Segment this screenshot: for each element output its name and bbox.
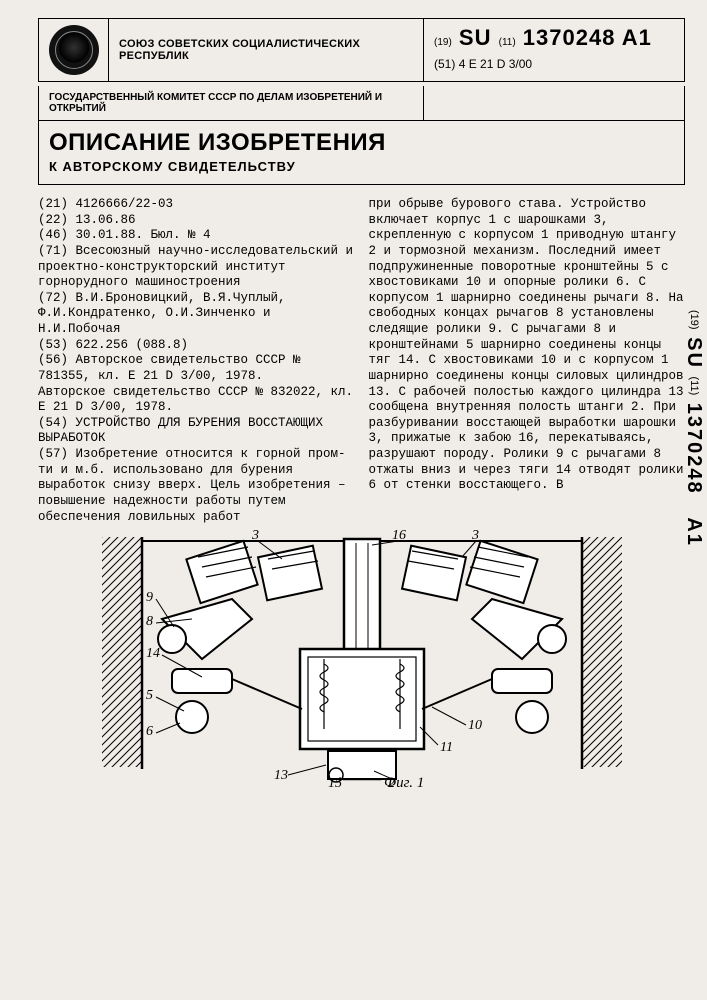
svg-text:3: 3 bbox=[471, 529, 479, 543]
doc-title: ОПИСАНИЕ ИЗОБРЕТЕНИЯ bbox=[49, 129, 674, 157]
union-name: СОЮЗ СОВЕТСКИХ СОЦИАЛИСТИЧЕСКИХ РЕСПУБЛИ… bbox=[109, 19, 424, 81]
right-column: при обрыве бурового става. Устройство вк… bbox=[369, 197, 686, 525]
svg-text:10: 10 bbox=[468, 718, 482, 733]
code-51: (51) bbox=[434, 57, 455, 71]
field-21: (21) 4126666/22-03 bbox=[38, 197, 355, 213]
doc-subtitle: К АВТОРСКОМУ СВИДЕТЕЛЬСТВУ bbox=[49, 159, 674, 174]
code-19: (19) bbox=[434, 37, 452, 48]
code-11: (11) bbox=[499, 37, 516, 48]
svg-text:16: 16 bbox=[392, 529, 406, 543]
title-block: ОПИСАНИЕ ИЗОБРЕТЕНИЯ К АВТОРСКОМУ СВИДЕТ… bbox=[38, 121, 685, 185]
figure-caption: Фиг. 1 bbox=[384, 775, 424, 789]
committee-name: ГОСУДАРСТВЕННЫЙ КОМИТЕТ СССР ПО ДЕЛАМ ИЗ… bbox=[39, 86, 424, 120]
body-columns: (21) 4126666/22-03 (22) 13.06.86 (46) 30… bbox=[38, 197, 685, 525]
field-46: (46) 30.01.88. Бюл. № 4 bbox=[38, 228, 355, 244]
field-56a: (56) Авторское свидетельство СССР № 7813… bbox=[38, 353, 355, 384]
publication-number: (19) SU (11) 1370248 A1 bbox=[434, 25, 674, 51]
field-56b: Авторское свидетельство СССР № 832022, к… bbox=[38, 385, 355, 416]
figure-1: 3 16 3 9 8 14 5 6 13 15 2 11 10 Фиг. 1 bbox=[38, 529, 685, 794]
svg-text:11: 11 bbox=[440, 740, 453, 755]
svg-text:5: 5 bbox=[146, 688, 153, 703]
abstract-continued: при обрыве бурового става. Устройство вк… bbox=[369, 197, 686, 494]
svg-text:14: 14 bbox=[146, 646, 160, 661]
side-number: 1370248 bbox=[683, 403, 705, 495]
side-19: (19) bbox=[688, 310, 700, 330]
side-reference: (19) SU (11) 1370248 A1 bbox=[682, 310, 705, 547]
field-53: (53) 622.256 (088.8) bbox=[38, 338, 355, 354]
field-71: (71) Всесоюзный научно-исследовательский… bbox=[38, 244, 355, 291]
drawing-svg: 3 16 3 9 8 14 5 6 13 15 2 11 10 Фиг. 1 bbox=[102, 529, 622, 789]
classif-value: 4 E 21 D 3/00 bbox=[459, 57, 532, 71]
publication-codes: (19) SU (11) 1370248 A1 (51) 4 E 21 D 3/… bbox=[424, 19, 684, 81]
svg-text:9: 9 bbox=[146, 590, 153, 605]
svg-text:8: 8 bbox=[146, 614, 153, 629]
ussr-emblem-icon bbox=[49, 25, 99, 75]
left-column: (21) 4126666/22-03 (22) 13.06.86 (46) 30… bbox=[38, 197, 355, 525]
svg-text:3: 3 bbox=[251, 529, 259, 543]
svg-text:6: 6 bbox=[146, 724, 153, 739]
field-22: (22) 13.06.86 bbox=[38, 213, 355, 229]
pub-number: 1370248 bbox=[523, 25, 616, 50]
side-country: SU bbox=[683, 337, 705, 369]
header-row: СОЮЗ СОВЕТСКИХ СОЦИАЛИСТИЧЕСКИХ РЕСПУБЛИ… bbox=[38, 18, 685, 82]
country-code: SU bbox=[459, 25, 492, 50]
field-72: (72) В.И.Броновицкий, В.Я.Чуплый, Ф.И.Ко… bbox=[38, 291, 355, 338]
committee-row: ГОСУДАРСТВЕННЫЙ КОМИТЕТ СССР ПО ДЕЛАМ ИЗ… bbox=[38, 86, 685, 121]
pub-kind: A1 bbox=[622, 25, 652, 50]
classification: (51) 4 E 21 D 3/00 bbox=[434, 57, 674, 71]
field-54: (54) УСТРОЙСТВО ДЛЯ БУРЕНИЯ ВОССТАЮЩИХ В… bbox=[38, 416, 355, 447]
side-kind: A1 bbox=[683, 517, 705, 547]
field-57: (57) Изобретение относится к горной пром… bbox=[38, 447, 355, 525]
svg-text:13: 13 bbox=[274, 768, 288, 783]
side-11: (11) bbox=[688, 376, 700, 395]
emblem-cell bbox=[39, 19, 109, 81]
empty-cell bbox=[424, 86, 684, 120]
